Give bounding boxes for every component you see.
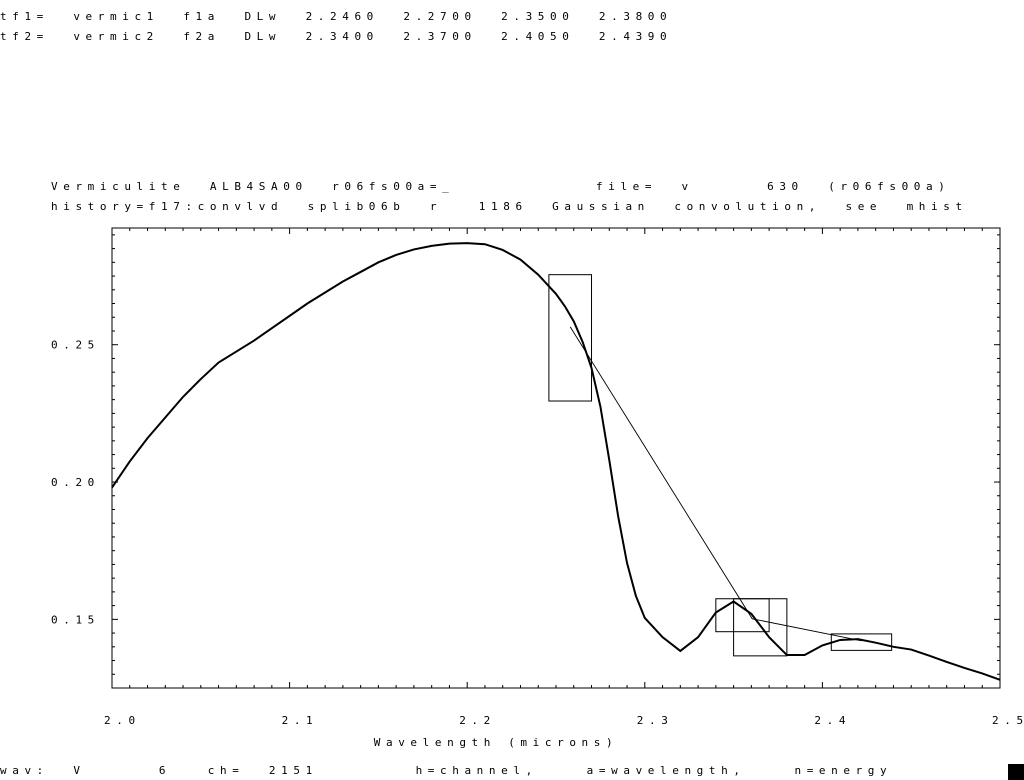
tf2-line: tf2= vermic2 f2a DLw 2.3400 2.3700 2.405… <box>0 30 673 43</box>
y-tick-label: 0.20 <box>51 476 100 489</box>
plot-title: Vermiculite ALB4SA00 r06fs00a=_ <box>51 180 455 193</box>
x-tick-label: 2.5 <box>992 714 1024 727</box>
feature-boxes <box>548 274 893 657</box>
x-tick-label: 2.4 <box>814 714 851 727</box>
y-tick-label: 0.25 <box>51 339 100 352</box>
feature-box <box>548 274 593 402</box>
x-tick-label: 2.2 <box>459 714 496 727</box>
tf1-line: tf1= vermic1 f1a DLw 2.2460 2.2700 2.350… <box>0 10 673 23</box>
y-tick-labels: 0.15 0.20 0.25 <box>51 339 100 627</box>
cursor-block <box>1008 764 1024 780</box>
y-tick-label: 0.15 <box>51 613 100 626</box>
file-label: file= v 630 (r06fs00a) <box>596 180 951 193</box>
x-tick-labels: 2.0 2.1 2.2 2.3 2.4 2.5 <box>104 714 1024 727</box>
x-tick-label: 2.0 <box>104 714 141 727</box>
feature-box <box>733 598 788 657</box>
history-line: history=f17:convlvd splib06b r 1186 Gaus… <box>51 200 968 213</box>
y-axis-ticks <box>112 234 1000 675</box>
x-axis-label: Wavelength (microns) <box>374 736 618 749</box>
x-tick-label: 2.3 <box>637 714 674 727</box>
x-tick-label: 2.1 <box>282 714 319 727</box>
continuum-line <box>569 326 862 642</box>
spectrum-line <box>111 242 1001 681</box>
x-axis-ticks <box>111 228 1001 688</box>
plot-frame <box>111 227 1001 689</box>
status-line: wav: V 6 ch= 2151 h=channel, a=wavelengt… <box>0 764 893 777</box>
